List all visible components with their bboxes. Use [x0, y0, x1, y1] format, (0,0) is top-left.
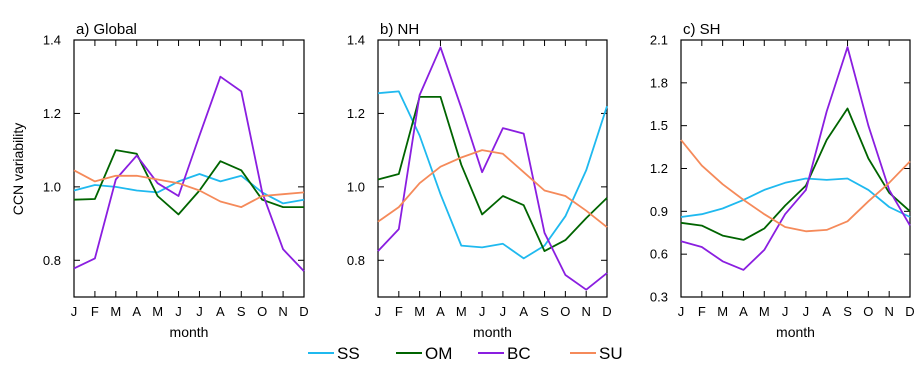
- x-tick-label: A: [436, 304, 445, 319]
- x-tick-label: O: [257, 304, 267, 319]
- panel-title: c) SH: [683, 21, 721, 38]
- y-tick-label: 1.2: [43, 106, 61, 121]
- legend-label: OM: [425, 344, 452, 363]
- x-tick-label: N: [581, 304, 590, 319]
- series-line-om: [680, 107, 911, 241]
- series-line-bc: [680, 46, 911, 271]
- x-tick-label: O: [863, 304, 873, 319]
- series-line-ss: [73, 173, 305, 205]
- x-tick-label: O: [560, 304, 570, 319]
- plot-frame: [680, 39, 911, 298]
- series-line-om: [377, 96, 608, 253]
- series-line-su: [377, 149, 608, 228]
- panel-title: a) Global: [76, 21, 137, 38]
- x-tick-label: F: [395, 304, 403, 319]
- plot-frame: [73, 39, 305, 298]
- x-tick-label: M: [759, 304, 770, 319]
- x-tick-label: J: [196, 304, 203, 319]
- y-tick-label: 0.8: [347, 253, 365, 268]
- y-tick-label: 1.8: [650, 75, 668, 90]
- legend-item-om: OM: [396, 344, 452, 363]
- x-tick-label: N: [884, 304, 893, 319]
- x-tick-label: J: [375, 304, 382, 319]
- y-tick-label: 0.9: [650, 204, 668, 219]
- x-tick-label: A: [739, 304, 748, 319]
- x-tick-label: M: [152, 304, 163, 319]
- x-tick-label: S: [540, 304, 549, 319]
- x-tick-label: J: [782, 304, 789, 319]
- x-tick-label: D: [602, 304, 611, 319]
- x-tick-label: D: [299, 304, 308, 319]
- y-tick-label: 1.4: [43, 33, 61, 48]
- y-tick-label: 0.8: [43, 253, 61, 268]
- x-tick-label: M: [456, 304, 467, 319]
- x-tick-label: J: [803, 304, 810, 319]
- y-tick-label: 1.2: [650, 161, 668, 176]
- legend-item-ss: SS: [308, 344, 360, 363]
- y-tick-label: 0.6: [650, 247, 668, 262]
- x-tick-label: S: [237, 304, 246, 319]
- x-axis-label: month: [776, 324, 815, 340]
- x-tick-label: F: [91, 304, 99, 319]
- series-line-ss: [680, 177, 911, 218]
- x-tick-label: F: [698, 304, 706, 319]
- legend-label: BC: [507, 344, 531, 363]
- legend-item-su: SU: [570, 344, 623, 363]
- x-tick-label: S: [843, 304, 852, 319]
- x-tick-label: M: [110, 304, 121, 319]
- x-tick-label: J: [479, 304, 486, 319]
- x-tick-label: D: [905, 304, 914, 319]
- series-line-ss: [377, 90, 608, 260]
- legend-item-bc: BC: [478, 344, 531, 363]
- y-axis-label: CCN variability: [10, 123, 26, 216]
- plot-frame: [377, 39, 608, 298]
- x-tick-label: N: [278, 304, 287, 319]
- x-tick-label: M: [717, 304, 728, 319]
- x-tick-label: J: [71, 304, 78, 319]
- x-tick-label: A: [519, 304, 528, 319]
- x-tick-label: J: [175, 304, 182, 319]
- legend-label: SU: [599, 344, 623, 363]
- legend: SS OM BC SU: [308, 344, 623, 363]
- y-tick-label: 0.3: [650, 290, 668, 305]
- x-tick-label: J: [678, 304, 685, 319]
- series-line-su: [73, 169, 305, 209]
- x-axis-label: month: [473, 324, 512, 340]
- series-line-bc: [377, 46, 608, 291]
- panel-3: c) SH0.30.60.91.21.51.82.1J F M A M J J A S O N Dmo…: [650, 21, 914, 340]
- series-line-bc: [73, 75, 305, 272]
- x-axis-label: month: [170, 324, 209, 340]
- panel-title: b) NH: [380, 21, 419, 38]
- x-tick-label: A: [132, 304, 141, 319]
- series-line-su: [680, 139, 911, 233]
- legend-label: SS: [337, 344, 360, 363]
- y-tick-label: 2.1: [650, 33, 668, 48]
- x-tick-label: A: [822, 304, 831, 319]
- y-tick-label: 1.0: [347, 179, 365, 194]
- y-tick-label: 1.5: [650, 118, 668, 133]
- x-tick-label: J: [500, 304, 507, 319]
- y-tick-label: 1.2: [347, 106, 365, 121]
- x-tick-label: M: [414, 304, 425, 319]
- y-tick-label: 1.4: [347, 33, 365, 48]
- y-tick-label: 1.0: [43, 179, 61, 194]
- x-tick-label: A: [216, 304, 225, 319]
